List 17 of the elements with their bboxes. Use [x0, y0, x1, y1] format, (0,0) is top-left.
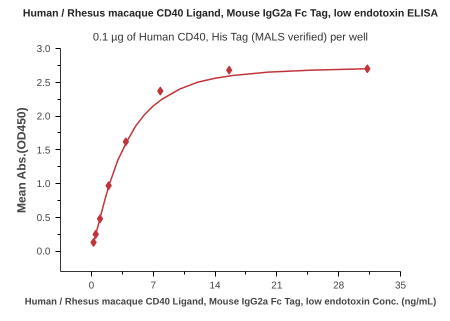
chart-title: Human / Rhesus macaque CD40 Ligand, Mouse IgG2a Fc Tag, low endotoxin ELISA — [22, 8, 439, 20]
x-tick-label: 28 — [333, 280, 345, 292]
x-tick-label: 0 — [88, 280, 95, 292]
y-tick-label: 0.5 — [36, 212, 51, 224]
x-axis-title: Human / Rhesus macaque CD40 Ligand, Mouse IgG2a Fc Tag, low endotoxin Conc. (ng/mL) — [24, 296, 436, 308]
chart-subtitle: 0.1 µg of Human CD40, His Tag (MALS verified) per well — [92, 32, 368, 44]
x-tick-label: 7 — [150, 280, 156, 292]
y-tick-label: 1.0 — [36, 179, 51, 190]
y-tick-label: 1.5 — [36, 145, 51, 156]
y-tick-label: 2.0 — [36, 112, 51, 123]
y-tick-label: 3.0 — [36, 44, 51, 55]
x-tick-label: 14 — [209, 280, 222, 292]
x-tick-label: 21 — [271, 280, 283, 292]
y-tick-label: 2.5 — [36, 78, 51, 89]
y-tick-label: 0.0 — [36, 246, 51, 258]
y-axis-title: Mean Abs.(OD450) — [14, 107, 29, 214]
x-tick-label: 35 — [394, 280, 406, 292]
